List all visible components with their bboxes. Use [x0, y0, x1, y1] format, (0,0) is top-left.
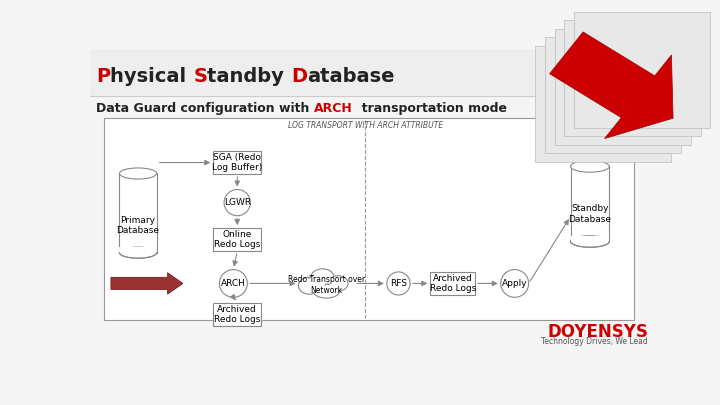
- Ellipse shape: [313, 271, 332, 284]
- Circle shape: [224, 190, 251, 216]
- Bar: [570, 166, 609, 236]
- Text: atabase: atabase: [307, 67, 395, 86]
- Text: DOYENSYS: DOYENSYS: [547, 323, 648, 341]
- Text: ARCH: ARCH: [314, 102, 353, 115]
- Text: Primary
Database: Primary Database: [117, 216, 160, 235]
- Text: P: P: [96, 67, 110, 86]
- Bar: [536, 46, 672, 162]
- Ellipse shape: [300, 279, 318, 293]
- Text: LOG TRANSPORT WITH ARCH ATTRIBUTE: LOG TRANSPORT WITH ARCH ATTRIBUTE: [287, 121, 443, 130]
- Bar: [120, 247, 157, 253]
- Text: SGA (Redo
Log Buffer): SGA (Redo Log Buffer): [212, 153, 262, 172]
- Text: Standby
Database: Standby Database: [568, 205, 611, 224]
- Text: hysical: hysical: [110, 67, 193, 86]
- Bar: [213, 151, 261, 174]
- Ellipse shape: [330, 277, 346, 290]
- Bar: [213, 228, 261, 251]
- Ellipse shape: [307, 275, 326, 289]
- Text: ARCH: ARCH: [221, 279, 246, 288]
- Bar: [564, 20, 701, 136]
- Ellipse shape: [570, 161, 609, 172]
- Circle shape: [387, 272, 410, 295]
- Text: transportation mode: transportation mode: [353, 102, 507, 115]
- Bar: [575, 12, 710, 128]
- Text: Redo Transport over
Network: Redo Transport over Network: [288, 275, 365, 295]
- Ellipse shape: [310, 276, 325, 288]
- Text: Technology Drives, We Lead: Technology Drives, We Lead: [541, 337, 648, 346]
- Bar: [120, 173, 157, 247]
- Text: Archived
Redo Logs: Archived Redo Logs: [214, 305, 261, 324]
- Ellipse shape: [299, 277, 320, 294]
- Ellipse shape: [315, 286, 337, 297]
- Ellipse shape: [120, 168, 157, 179]
- Bar: [545, 37, 681, 153]
- Polygon shape: [111, 273, 183, 294]
- Bar: [104, 118, 634, 320]
- Text: Archived
Redo Logs: Archived Redo Logs: [430, 274, 476, 293]
- Polygon shape: [549, 32, 673, 139]
- Text: Data Guard configuration with: Data Guard configuration with: [96, 102, 314, 115]
- Ellipse shape: [328, 276, 348, 291]
- Circle shape: [500, 270, 528, 297]
- Text: LGWR: LGWR: [224, 198, 251, 207]
- Text: D: D: [291, 67, 307, 86]
- Bar: [431, 272, 475, 295]
- Ellipse shape: [120, 247, 157, 258]
- Text: Online
Redo Logs: Online Redo Logs: [214, 230, 261, 249]
- Ellipse shape: [570, 236, 609, 247]
- Bar: [213, 303, 261, 326]
- Text: Apply: Apply: [502, 279, 528, 288]
- Text: tandby: tandby: [207, 67, 291, 86]
- Ellipse shape: [313, 284, 340, 298]
- Bar: [90, 49, 648, 96]
- Bar: [554, 29, 690, 145]
- Ellipse shape: [311, 269, 334, 286]
- Bar: [570, 236, 609, 241]
- Circle shape: [220, 270, 248, 297]
- Text: RFS: RFS: [390, 279, 407, 288]
- Text: S: S: [193, 67, 207, 86]
